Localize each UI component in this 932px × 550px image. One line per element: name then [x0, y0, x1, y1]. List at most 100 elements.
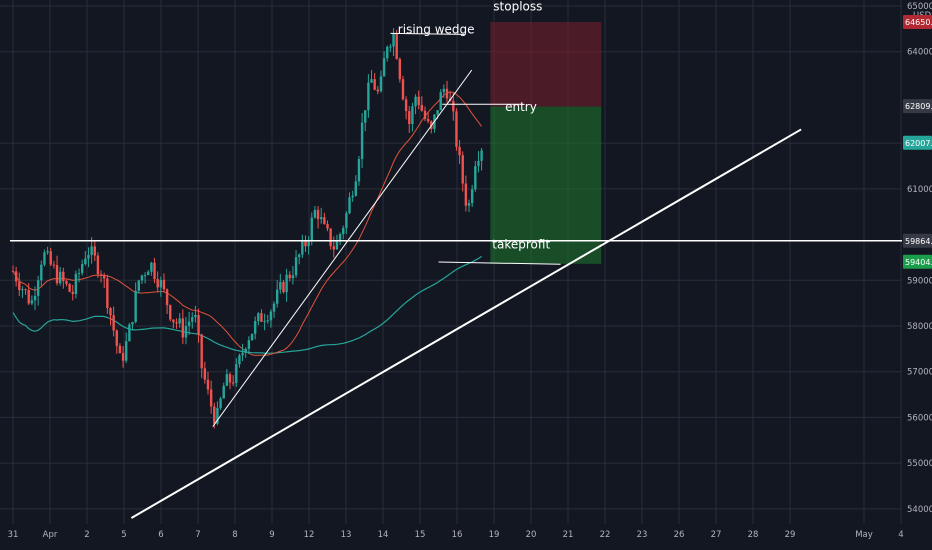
- candle-body: [49, 251, 52, 265]
- candle-body: [99, 274, 103, 276]
- position-tool[interactable]: [490, 22, 602, 264]
- candle-body: [417, 96, 420, 105]
- wedge-top-line: [390, 32, 465, 35]
- price-tag-label: 62007.9: [905, 139, 932, 148]
- price-tick-label: 65000.0: [907, 2, 932, 12]
- price-tick-label: 54000.0: [907, 505, 932, 515]
- candle-body: [159, 279, 163, 288]
- candle-body: [150, 262, 153, 272]
- candle-body: [345, 213, 348, 228]
- price-tag-box: [903, 233, 932, 248]
- candle-body: [401, 79, 405, 100]
- candle-body: [206, 379, 210, 390]
- time-tick-label: 23: [637, 530, 648, 540]
- candle-body: [225, 374, 229, 386]
- candle-body: [219, 398, 222, 409]
- candle-body: [423, 110, 427, 119]
- time-tick-label: 19: [489, 530, 500, 540]
- drawings[interactable]: [10, 32, 902, 519]
- candle-body: [464, 183, 468, 206]
- candle-body: [370, 79, 373, 83]
- candle-body: [442, 88, 446, 93]
- candle-body: [131, 321, 134, 325]
- candle-body: [379, 76, 383, 92]
- candle-body: [288, 274, 291, 279]
- candle-body: [364, 110, 367, 123]
- candle-body: [125, 341, 128, 361]
- time-tick-label: 29: [785, 530, 796, 540]
- candle-body: [43, 252, 46, 265]
- candle-body: [414, 96, 417, 107]
- candle-body: [253, 321, 257, 334]
- candle-body: [275, 289, 279, 304]
- candle-body: [326, 223, 329, 229]
- candle-body: [93, 246, 96, 256]
- candle-body: [96, 255, 100, 275]
- price-tick-label: 58000.0: [907, 322, 932, 332]
- wedge-support-line: [212, 69, 473, 427]
- candle-body: [395, 33, 398, 59]
- candle-body: [411, 106, 414, 125]
- candle-body: [203, 368, 207, 380]
- candle-body: [338, 234, 342, 241]
- candle-body: [40, 264, 43, 281]
- candle-body: [474, 166, 477, 190]
- candle-body: [238, 355, 241, 365]
- time-tick-label: 8: [232, 530, 237, 540]
- candle-body: [426, 118, 430, 122]
- candle-body: [216, 408, 219, 424]
- takeprofit-zone: [490, 106, 602, 264]
- candle-body: [376, 89, 380, 92]
- moving-averages: [12, 91, 483, 356]
- candle-body: [222, 385, 225, 399]
- price-tick-label: 64000.0: [907, 48, 932, 58]
- candle-body: [291, 275, 295, 279]
- price-tag-box: [903, 254, 932, 269]
- candle-body: [191, 317, 194, 322]
- time-tick-label: 5: [121, 530, 126, 540]
- candle-body: [213, 406, 216, 424]
- candle-body: [250, 333, 254, 341]
- candle-body: [30, 300, 34, 304]
- candle-body: [389, 46, 392, 48]
- candle-body: [461, 155, 464, 184]
- price-tag-label: 59404.7: [905, 258, 932, 267]
- long-trendline: [130, 128, 802, 519]
- candle-body: [228, 374, 232, 383]
- candle-body: [90, 246, 93, 255]
- time-tick-label: 28: [748, 530, 759, 540]
- candle-body: [310, 217, 313, 240]
- candle-body: [194, 314, 197, 318]
- candle-body: [162, 279, 166, 290]
- candle-body: [71, 291, 74, 294]
- candle-body: [279, 282, 282, 290]
- candle-body: [458, 146, 461, 156]
- candle-body: [121, 353, 125, 361]
- candle-body: [55, 265, 59, 284]
- candle-body: [118, 345, 122, 354]
- candle-body: [329, 228, 332, 247]
- candle-body: [357, 159, 361, 182]
- candle-body: [294, 257, 298, 276]
- candle-body: [316, 209, 320, 220]
- candle-body: [137, 280, 140, 291]
- candle-body: [235, 364, 238, 383]
- time-tick-label: 7: [195, 530, 200, 540]
- candle-body: [301, 240, 304, 255]
- time-axis[interactable]: 31 Apr 2 5 6 7 8 9 12 13 14 15 16 19 20 21 22 23 26 27 28 29 M…: [0, 524, 932, 550]
- candle-body: [382, 58, 386, 77]
- candle-body: [109, 308, 112, 316]
- price-axis[interactable]: USD 65000.064000.062000.061000.059000.05…: [902, 0, 932, 524]
- candle-body: [84, 258, 87, 265]
- stoploss-zone: [490, 22, 602, 107]
- candle-body: [187, 321, 191, 327]
- candle-body: [247, 340, 251, 349]
- candle-body: [184, 326, 188, 338]
- candle-body: [386, 46, 389, 59]
- candle-body: [313, 209, 317, 218]
- candle-body: [354, 181, 358, 196]
- price-tag-box: [903, 99, 932, 114]
- candle-body: [143, 275, 147, 277]
- candle-body: [62, 271, 65, 282]
- time-tick-label: Apr: [43, 530, 58, 540]
